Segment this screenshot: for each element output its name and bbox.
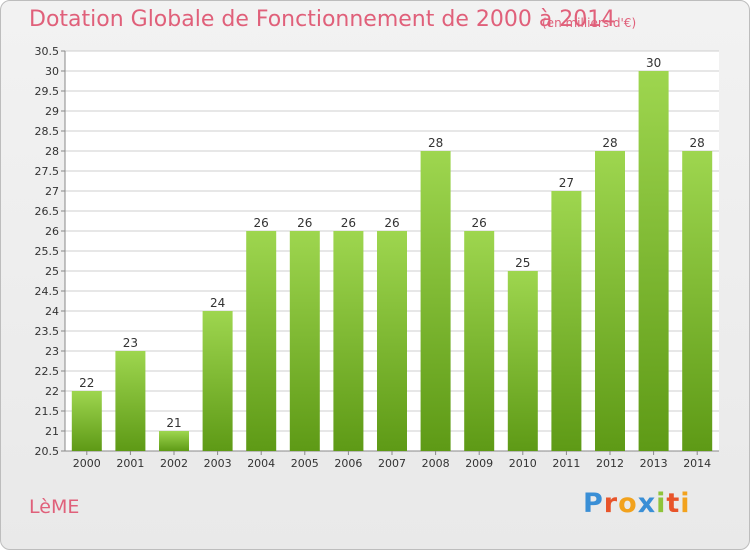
commune-name: LèME [29,496,80,518]
bar-value-label: 27 [559,176,574,190]
bar-value-label: 26 [341,216,356,230]
y-tick-label: 21.5 [35,405,60,418]
y-tick-label: 26 [45,225,59,238]
bar [464,231,495,451]
bar [289,231,320,451]
x-tick-label: 2005 [291,457,319,470]
y-tick-label: 28.5 [35,125,60,138]
bar-value-label: 26 [472,216,487,230]
y-tick-label: 22.5 [35,365,60,378]
bar-value-label: 22 [79,376,94,390]
bar [507,271,538,451]
bar [115,351,146,451]
y-tick-label: 25.5 [35,245,60,258]
y-tick-label: 29 [45,105,59,118]
bar-value-label: 30 [646,56,661,70]
y-tick-label: 29.5 [35,85,60,98]
y-tick-label: 20.5 [35,445,60,458]
bar-value-label: 26 [297,216,312,230]
bar-value-label: 28 [428,136,443,150]
x-tick-label: 2008 [422,457,450,470]
x-tick-label: 2011 [552,457,580,470]
bar [333,231,364,451]
y-tick-label: 30 [45,65,59,78]
y-tick-label: 27.5 [35,165,60,178]
y-tick-label: 23 [45,345,59,358]
chart-title: Dotation Globale de Fonctionnement de 20… [29,7,616,32]
x-tick-label: 2001 [116,457,144,470]
proxiti-logo: Proxiti [583,488,691,519]
bar-value-label: 28 [602,136,617,150]
x-tick-label: 2002 [160,457,188,470]
y-tick-label: 21 [45,425,59,438]
bar-value-label: 23 [123,336,138,350]
x-tick-label: 2010 [509,457,537,470]
y-tick-label: 23.5 [35,325,60,338]
bar [246,231,277,451]
bar [595,151,625,451]
x-tick-label: 2013 [640,457,668,470]
bar [420,151,451,451]
bar [71,391,102,451]
y-tick-label: 30.5 [35,45,60,58]
bar-value-label: 26 [384,216,399,230]
x-tick-label: 2003 [204,457,232,470]
bar [202,311,233,451]
x-tick-label: 2007 [378,457,406,470]
bar-value-label: 26 [254,216,269,230]
bar [638,71,669,451]
y-tick-label: 26.5 [35,205,60,218]
x-tick-label: 2004 [247,457,275,470]
bar-value-label: 21 [166,416,181,430]
x-tick-label: 2009 [465,457,493,470]
bar-value-label: 24 [210,296,225,310]
y-tick-label: 25 [45,265,59,278]
bar [682,151,713,451]
y-tick-label: 22 [45,385,59,398]
bar-value-label: 28 [690,136,705,150]
x-tick-label: 2014 [683,457,711,470]
x-tick-label: 2000 [73,457,101,470]
bar [551,191,582,451]
bar [377,231,407,451]
y-tick-label: 28 [45,145,59,158]
y-tick-label: 27 [45,185,59,198]
y-tick-label: 24.5 [35,285,60,298]
bar-value-label: 25 [515,256,530,270]
y-tick-label: 24 [45,305,59,318]
bar [159,431,189,451]
chart-unit: (en milliers d'€) [542,16,637,30]
x-tick-label: 2006 [334,457,362,470]
x-tick-label: 2012 [596,457,624,470]
